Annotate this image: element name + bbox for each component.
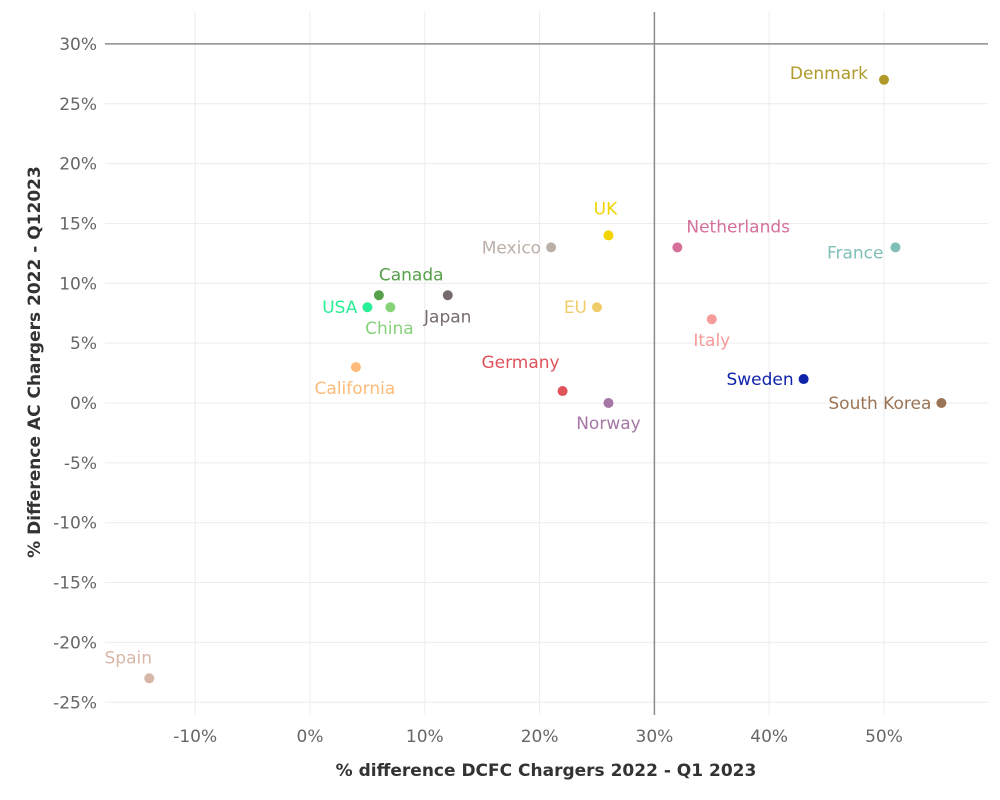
data-label: China <box>365 319 414 339</box>
data-label: Denmark <box>790 64 868 84</box>
data-label: France <box>827 243 884 263</box>
y-tick-label: -10% <box>53 514 97 534</box>
data-label: Sweden <box>726 370 793 390</box>
x-tick-label: -10% <box>173 727 217 747</box>
data-label: Japan <box>423 307 471 327</box>
data-points <box>144 74 947 684</box>
y-tick-label: 30% <box>59 35 97 55</box>
data-label: Netherlands <box>686 217 790 237</box>
data-point <box>603 230 614 241</box>
reference-lines <box>105 12 988 715</box>
y-axis-ticks: -25% -20% -15% -10% -5% 0% 5% 10% 15% 20% 25% 30% <box>53 35 97 713</box>
data-point <box>442 290 453 301</box>
data-point <box>362 302 373 313</box>
x-tick-label: 50% <box>865 727 903 747</box>
x-tick-label: 10% <box>406 727 444 747</box>
x-tick-label: 40% <box>750 727 788 747</box>
y-tick-label: 10% <box>59 274 97 294</box>
data-label: Spain <box>105 648 153 668</box>
data-point <box>603 398 614 408</box>
data-label: California <box>315 379 396 399</box>
data-point <box>672 242 683 253</box>
data-point <box>385 302 396 313</box>
data-label: South Korea <box>828 394 931 414</box>
data-point <box>592 302 602 313</box>
data-point <box>879 74 889 85</box>
y-axis-title: % Difference AC Chargers 2022 - Q12023 <box>25 166 45 558</box>
y-tick-label: 25% <box>59 95 97 115</box>
data-point <box>373 290 384 301</box>
data-labels: Denmark UK Netherlands Mexico France Canada Ja… <box>105 64 932 669</box>
data-point <box>557 386 568 397</box>
y-tick-label: -25% <box>53 693 97 713</box>
data-point <box>546 242 557 253</box>
x-axis-title: % difference DCFC Chargers 2022 - Q1 202… <box>336 761 757 781</box>
x-tick-label: 30% <box>636 727 674 747</box>
data-label: UK <box>594 199 618 219</box>
gridlines <box>105 12 988 715</box>
data-label: Mexico <box>482 238 541 258</box>
y-tick-label: 20% <box>59 155 97 175</box>
y-tick-label: -20% <box>53 633 97 653</box>
y-tick-label: 15% <box>59 214 97 234</box>
data-point <box>798 374 809 385</box>
data-point <box>890 242 901 253</box>
data-point <box>350 362 361 373</box>
data-label: Italy <box>693 331 730 351</box>
y-tick-label: -5% <box>64 454 97 474</box>
data-point <box>706 314 717 325</box>
data-label: USA <box>322 298 358 318</box>
x-axis-ticks: -10% 0% 10% 20% 30% 40% 50% <box>173 727 903 747</box>
data-label: EU <box>564 298 587 318</box>
y-tick-label: 0% <box>70 394 97 414</box>
y-tick-label: -15% <box>53 574 97 594</box>
data-label: Germany <box>481 353 559 373</box>
y-tick-label: 5% <box>70 334 97 354</box>
data-label: Norway <box>576 414 641 434</box>
data-label: Canada <box>379 265 444 285</box>
x-tick-label: 0% <box>297 727 324 747</box>
data-point <box>144 673 155 684</box>
x-tick-label: 20% <box>521 727 559 747</box>
data-point <box>936 398 947 408</box>
